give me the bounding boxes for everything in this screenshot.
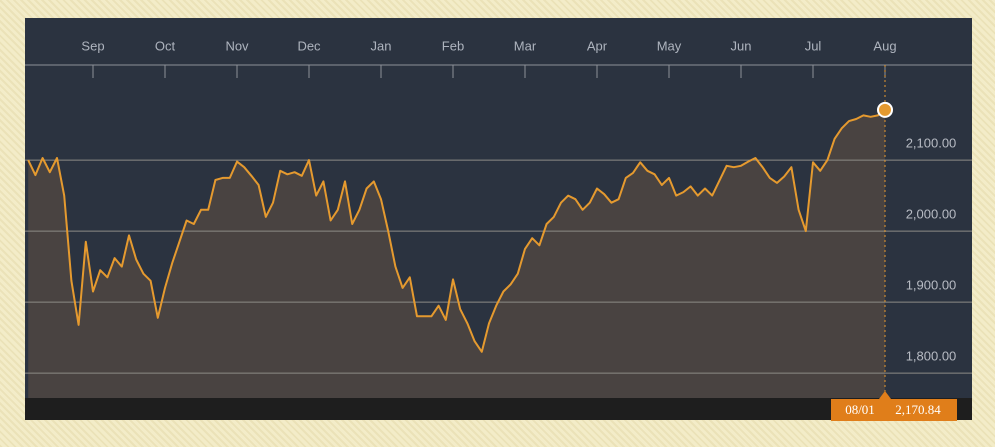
area	[28, 109, 885, 399]
y-tick-label: 2,000.00	[906, 207, 957, 222]
last-point	[877, 101, 893, 118]
x-tick-label: Nov	[225, 38, 249, 53]
last-date: 08/01	[845, 402, 875, 417]
x-tick-label: Oct	[155, 38, 176, 53]
price-line	[27, 109, 886, 353]
x-tick-label: Jan	[371, 38, 392, 53]
y-tick-label: 1,800.00	[906, 349, 957, 364]
x-tick-label: Mar	[514, 38, 537, 53]
x-tick-label: Aug	[873, 38, 896, 53]
last-value: 2,170.84	[895, 402, 941, 417]
bottom-bar	[25, 398, 972, 420]
y-tick-label: 2,100.00	[906, 136, 957, 151]
y-tick-label: 1,900.00	[906, 278, 957, 293]
x-tick-label: May	[657, 38, 682, 53]
x-tick-label: Dec	[297, 38, 321, 53]
x-tick-label: Jul	[805, 38, 822, 53]
x-tick-label: Sep	[81, 38, 104, 53]
last-label-box	[831, 399, 957, 421]
last-label-pointer	[879, 391, 891, 399]
x-tick-label: Feb	[442, 38, 464, 53]
x-tick-label: Apr	[587, 38, 608, 53]
x-tick-label: Jun	[731, 38, 752, 53]
